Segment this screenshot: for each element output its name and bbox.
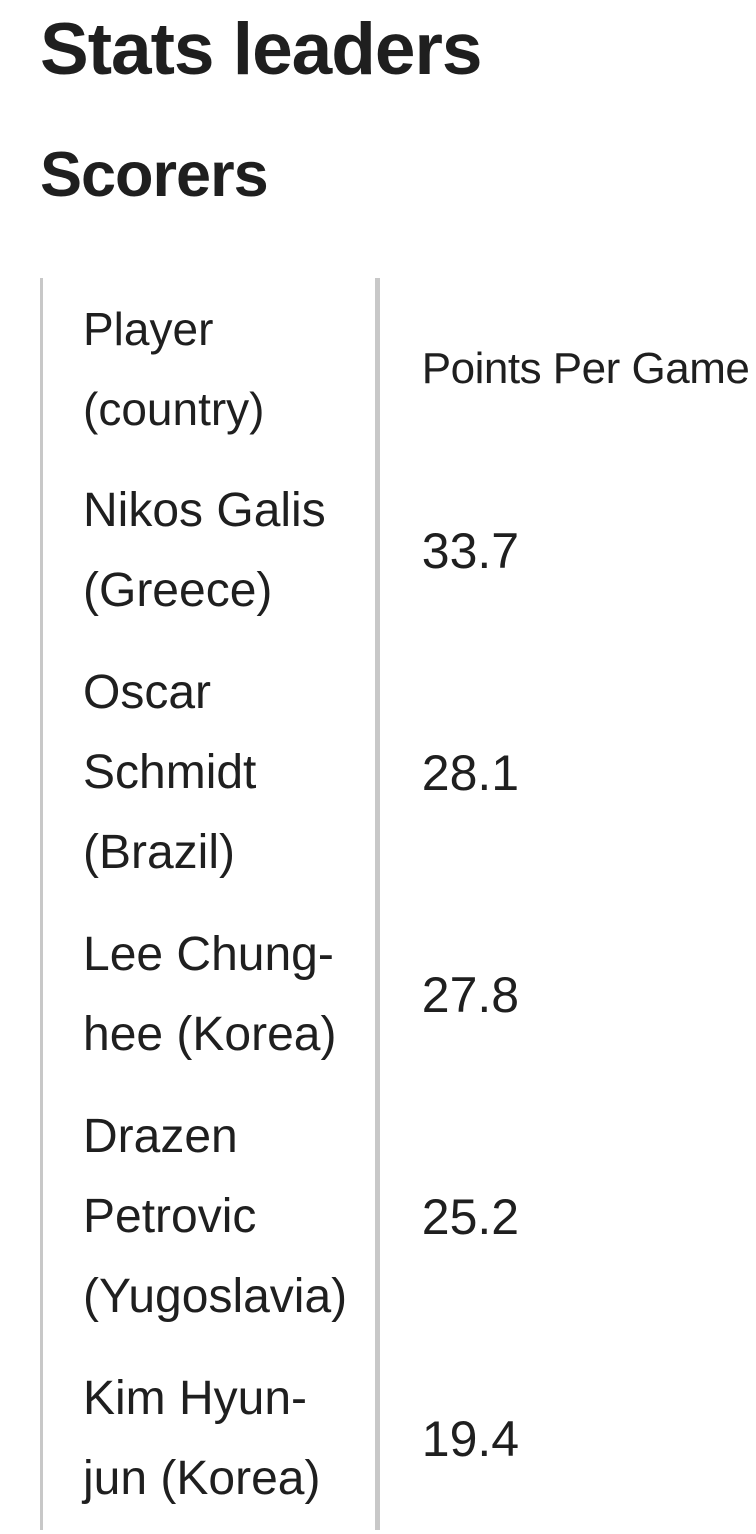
scorers-table-header: Player (country) Points Per Game bbox=[43, 278, 756, 460]
points-value-cell: 25.2 bbox=[421, 1189, 520, 1245]
section-title: Scorers bbox=[40, 140, 269, 210]
player-name-cell: Nikos Galis (Greece) bbox=[43, 460, 380, 642]
points-value-cell: 27.8 bbox=[421, 967, 520, 1023]
points-value-cell: 28.1 bbox=[421, 745, 520, 801]
player-name-cell: Drazen Petrovic (Yugoslavia) bbox=[43, 1086, 380, 1348]
player-name-cell: Oscar Schmidt (Brazil) bbox=[43, 642, 380, 904]
table-row: Oscar Schmidt (Brazil) 28.1 bbox=[43, 642, 756, 904]
page-title: Stats leaders bbox=[40, 9, 482, 90]
scorers-table-body: Nikos Galis (Greece) 33.7 Oscar Schmidt … bbox=[43, 460, 756, 1530]
points-value-cell: 33.7 bbox=[421, 523, 520, 579]
scorers-table: Player (country) Points Per Game Nikos G… bbox=[40, 278, 756, 1530]
points-value-cell: 19.4 bbox=[421, 1411, 520, 1467]
player-name-cell: Kim Hyun- jun (Korea) bbox=[43, 1348, 380, 1530]
player-name-cell: Lee Chung- hee (Korea) bbox=[43, 904, 380, 1086]
stats-table-scroll-container[interactable]: Player (country) Points Per Game Nikos G… bbox=[0, 278, 756, 1530]
column-header-points-per-game: Points Per Game bbox=[421, 344, 750, 393]
table-row: Lee Chung- hee (Korea) 27.8 bbox=[43, 904, 756, 1086]
table-row: Kim Hyun- jun (Korea) 19.4 bbox=[43, 1348, 756, 1530]
column-header-player-country: Player (country) bbox=[43, 278, 380, 460]
header-row: Player (country) Points Per Game bbox=[43, 278, 756, 460]
table-row: Drazen Petrovic (Yugoslavia) 25.2 bbox=[43, 1086, 756, 1348]
table-row: Nikos Galis (Greece) 33.7 bbox=[43, 460, 756, 642]
